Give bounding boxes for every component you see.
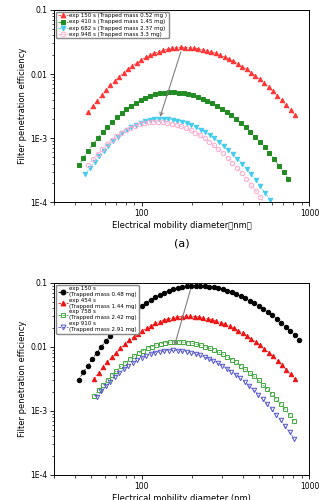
X-axis label: Electrical mobility diameter (nm): Electrical mobility diameter (nm)	[112, 494, 251, 500]
X-axis label: Electrical mobility diameter（nm）: Electrical mobility diameter（nm）	[112, 221, 252, 230]
Y-axis label: Filter penetration efficiency: Filter penetration efficiency	[19, 48, 27, 164]
Legend: exp 150 s (Trapped mass 0.52 mg ), exp 410 s (Trapped mass 1.45 mg), exp 682 s (: exp 150 s (Trapped mass 0.52 mg ), exp 4…	[56, 12, 169, 38]
Text: (a): (a)	[174, 238, 189, 248]
Legend: exp 150 s
(Trapped mass 0.48 mg), exp 454 s
(Trapped mass 1.44 mg), exp 758 s
(T: exp 150 s (Trapped mass 0.48 mg), exp 45…	[56, 284, 138, 334]
Y-axis label: Filter penetration efficiency: Filter penetration efficiency	[19, 320, 27, 437]
